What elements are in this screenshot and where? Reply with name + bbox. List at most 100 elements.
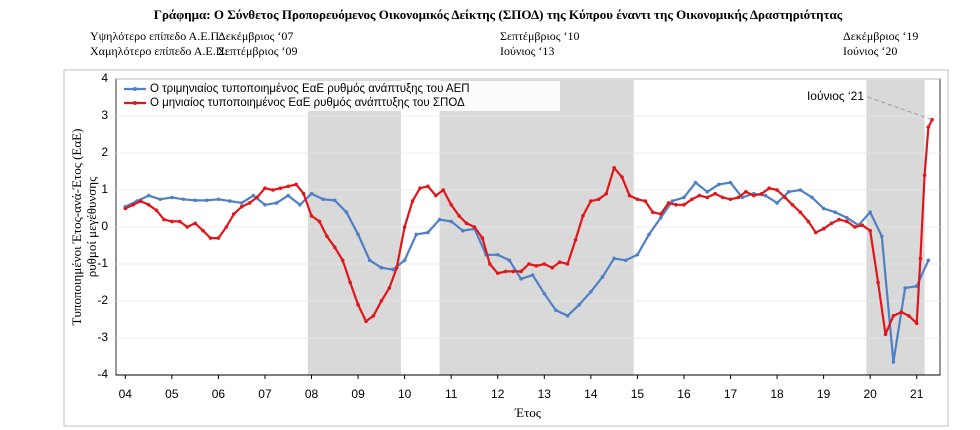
header-date: Ιούνιος ‘20 [843,44,897,58]
series-point [670,199,675,203]
series-point [193,198,197,203]
y-tick-label: -2 [97,293,108,307]
series-point [519,269,523,274]
series-point [612,256,616,261]
series-point [720,195,725,200]
series-point [344,210,349,214]
legend-marker [133,87,137,91]
series-point [930,117,934,122]
series-point [728,180,733,185]
series-point [926,125,931,129]
series-point [682,195,686,200]
header-date: Σεπτέμβριος ‘10 [500,29,579,43]
series-point [239,201,244,205]
header-label: Υψηλότερο επίπεδο Α.Ε.Π: [90,29,223,43]
series-point [387,286,392,290]
series-point [922,173,927,177]
y-tick-label: 1 [101,182,108,196]
series-point [612,166,616,170]
series-point [437,217,442,222]
series-point [914,321,919,326]
series-point [131,203,136,207]
series-point [647,232,651,237]
series-point [434,193,438,198]
legend-box [120,81,560,111]
series-point [775,188,779,192]
series-point [410,199,415,203]
series-point [883,332,888,337]
series-point [914,284,919,289]
series-point [325,234,329,239]
series-point [627,193,632,198]
series-point [154,208,159,213]
header-date: Δεκέμβριος ‘07 [218,29,293,43]
x-tick-label: 20 [863,387,877,401]
y-tick-label: -4 [97,367,108,381]
series-point [790,203,795,207]
y-axis-title: ρυθμοί μεγέθυνσης [84,176,99,277]
series-point [426,184,430,189]
series-point [918,256,923,261]
x-tick-label: 12 [491,387,505,401]
header-label: Χαμηλότερο επίπεδο Α.Ε.Π: [90,44,228,58]
series-point [845,215,849,220]
series-point [193,221,197,226]
series-point [542,291,547,296]
legend-marker [133,101,137,105]
series-point [367,258,372,263]
x-tick-label: 18 [770,387,784,401]
y-tick-label: -1 [97,256,108,270]
series-point [251,193,256,198]
chart-title: Γράφημα: Ο Σύνθετος Προπορευόμενος Οικον… [154,7,843,22]
series-point [472,225,477,229]
series-point [488,262,492,266]
series-point [530,273,535,277]
series-point [348,280,352,285]
series-point [682,203,686,207]
x-tick-label: 17 [724,387,738,401]
series-point [356,232,360,237]
series-point [693,180,698,185]
x-tick-label: 15 [631,387,645,401]
series-point [379,265,384,270]
series-point [461,228,465,233]
x-tick-label: 05 [165,387,179,401]
series-point [534,264,539,268]
series-point [697,193,702,198]
header-date: Ιούνιος ‘13 [500,44,554,58]
series-point [798,210,803,214]
series-point [426,230,430,235]
series-point [356,302,360,307]
series-point [837,217,841,222]
series-point [170,219,174,224]
x-axis-title: Έτος [514,405,542,420]
series-point [813,230,818,235]
series-point [635,197,640,202]
series-point [658,212,663,216]
series-point [876,280,880,285]
series-point [317,219,322,224]
series-point [860,223,865,227]
series-point [798,188,803,192]
x-tick-label: 07 [258,387,272,401]
series-point [181,197,186,202]
series-point [309,214,314,218]
series-point [542,262,547,266]
x-tick-label: 09 [351,387,365,401]
series-point [123,206,128,211]
series-point [713,191,717,196]
series-point [298,203,302,207]
series-point [441,188,446,192]
series-point [216,236,221,240]
series-point [224,225,229,229]
series-point [783,195,787,200]
x-tick-label: 04 [119,387,133,401]
series-point [635,252,640,257]
series-point [507,258,512,263]
series-point [775,201,779,205]
series-point [581,214,585,218]
series-point [577,302,582,307]
series-point [674,203,678,207]
series-point [759,191,764,196]
